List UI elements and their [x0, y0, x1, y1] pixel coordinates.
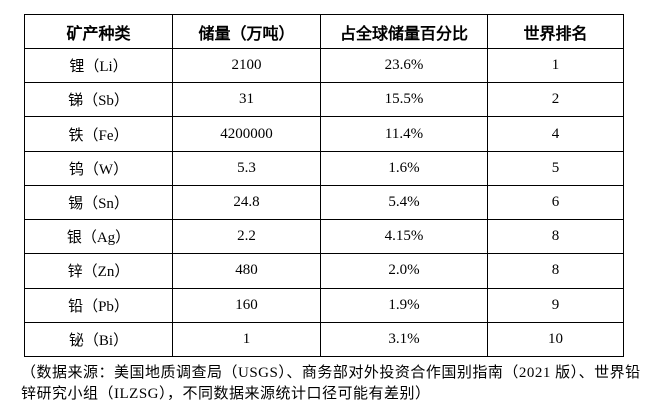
mineral-name-cell: 铁（Fe）	[24, 116, 173, 152]
value-cell: 4200000	[172, 116, 321, 152]
value-cell: 2.0%	[320, 253, 488, 289]
footnote-line-1: （数据来源：美国地质调查局（USGS）、商务部对外投资合作国别指南（2021 版…	[21, 365, 641, 381]
value-cell: 5.3	[172, 150, 321, 186]
mineral-reserves-table: 矿产种类 储量（万吨） 占全球储量百分比 世界排名 锂（Li） 2100 23.6% 1 锑（…	[24, 14, 624, 358]
value-cell: 5	[487, 150, 624, 186]
value-cell: 4	[487, 116, 624, 152]
table-row: 锌（Zn） 480 2.0% 8	[24, 253, 624, 289]
value-cell: 24.8	[172, 184, 321, 221]
value-cell: 23.6%	[320, 47, 488, 84]
value-cell: 160	[172, 287, 321, 323]
value-cell: 2	[487, 82, 624, 118]
mineral-name-cell: 银（Ag）	[24, 219, 173, 255]
table-row: 锂（Li） 2100 23.6% 1	[24, 47, 624, 84]
table-row: 锡（Sn） 24.8 5.4% 6	[24, 184, 624, 221]
footnote-line-2: 锌研究小组（ILZSG），不同数据来源统计口径可能有差别）	[21, 386, 431, 402]
mineral-name-cell: 锌（Zn）	[24, 253, 173, 289]
value-cell: 3.1%	[320, 321, 488, 358]
mineral-name-cell: 钨（W）	[24, 150, 173, 186]
value-cell: 6	[487, 184, 624, 221]
table-header-row: 矿产种类 储量（万吨） 占全球储量百分比 世界排名	[24, 14, 624, 49]
value-cell: 1	[172, 321, 321, 358]
table-row: 银（Ag） 2.2 4.15% 8	[24, 219, 624, 255]
mineral-name-cell: 铅（Pb）	[24, 287, 173, 323]
table-row: 锑（Sb） 31 15.5% 2	[24, 82, 624, 118]
value-cell: 15.5%	[320, 82, 488, 118]
value-cell: 11.4%	[320, 116, 488, 152]
mineral-name-cell: 铋（Bi）	[24, 321, 173, 358]
value-cell: 5.4%	[320, 184, 488, 221]
value-cell: 2100	[172, 47, 321, 84]
value-cell: 1	[487, 47, 624, 84]
value-cell: 9	[487, 287, 624, 323]
value-cell: 2.2	[172, 219, 321, 255]
value-cell: 1.9%	[320, 287, 488, 323]
column-header: 世界排名	[487, 14, 624, 49]
column-header: 矿产种类	[24, 14, 173, 49]
mineral-name-cell: 锡（Sn）	[24, 184, 173, 221]
value-cell: 8	[487, 253, 624, 289]
value-cell: 31	[172, 82, 321, 118]
column-header: 储量（万吨）	[172, 14, 321, 49]
table-row: 铅（Pb） 160 1.9% 9	[24, 287, 624, 323]
value-cell: 1.6%	[320, 150, 488, 186]
table-row: 铋（Bi） 1 3.1% 10	[24, 321, 624, 358]
value-cell: 4.15%	[320, 219, 488, 255]
value-cell: 8	[487, 219, 624, 255]
data-source-footnote: （数据来源：美国地质调查局（USGS）、商务部对外投资合作国别指南（2021 版…	[21, 363, 649, 405]
value-cell: 10	[487, 321, 624, 358]
table-row: 铁（Fe） 4200000 11.4% 4	[24, 116, 624, 152]
table-row: 钨（W） 5.3 1.6% 5	[24, 150, 624, 186]
column-header: 占全球储量百分比	[320, 14, 488, 49]
mineral-name-cell: 锂（Li）	[24, 47, 173, 84]
mineral-name-cell: 锑（Sb）	[24, 82, 173, 118]
value-cell: 480	[172, 253, 321, 289]
